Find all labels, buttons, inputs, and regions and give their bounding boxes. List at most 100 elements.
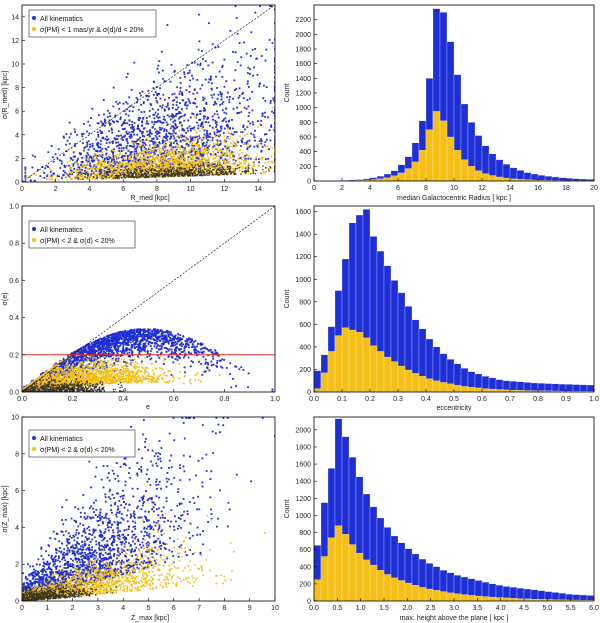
scatter-point-dense bbox=[87, 175, 89, 177]
scatter-point-subset bbox=[207, 158, 209, 161]
scatter-point-dense bbox=[136, 167, 138, 169]
scatter-point-dense bbox=[153, 173, 155, 176]
scatter-point-subset bbox=[206, 171, 209, 174]
scatter-point-all bbox=[258, 85, 261, 88]
scatter-point-subset bbox=[247, 173, 250, 175]
scatter-point-all bbox=[199, 62, 202, 65]
scatter-point-dense bbox=[168, 175, 171, 177]
scatter-point-all bbox=[109, 122, 112, 125]
scatter-point-subset bbox=[103, 171, 106, 174]
y-tick-label: 0 bbox=[307, 179, 311, 186]
scatter-point-subset bbox=[165, 165, 168, 168]
scatter-point-subset bbox=[213, 128, 215, 130]
scatter-point-subset bbox=[144, 165, 147, 167]
scatter-point-subset bbox=[121, 158, 123, 160]
scatter-point-subset bbox=[158, 161, 161, 163]
scatter-point-all bbox=[71, 173, 73, 175]
scatter-point-subset bbox=[151, 151, 153, 153]
histogram-bar bbox=[397, 172, 406, 182]
scatter-point-all bbox=[96, 122, 99, 125]
scatter-point-all bbox=[167, 349, 170, 352]
scatter-point-subset bbox=[222, 171, 225, 174]
scatter-point-subset bbox=[140, 156, 142, 159]
scatter-point-all bbox=[77, 177, 80, 179]
scatter-point-dense bbox=[220, 168, 222, 171]
scatter-point-all bbox=[213, 113, 216, 116]
scatter-point-dense bbox=[84, 172, 86, 175]
scatter-point-subset bbox=[163, 161, 166, 164]
scatter-point-subset bbox=[190, 165, 193, 168]
scatter-point-subset bbox=[175, 146, 178, 149]
scatter-point-all bbox=[187, 119, 190, 122]
scatter-point-all bbox=[184, 102, 187, 104]
scatter-point-all bbox=[170, 135, 172, 138]
scatter-point-subset bbox=[124, 162, 127, 165]
scatter-point-subset bbox=[155, 141, 158, 144]
scatter-point-all bbox=[161, 139, 164, 142]
scatter-point-subset bbox=[218, 159, 221, 161]
scatter-point-all bbox=[219, 142, 222, 145]
scatter-point-subset bbox=[140, 142, 143, 144]
scatter-point-all bbox=[146, 159, 149, 162]
scatter-point-subset bbox=[182, 163, 184, 165]
scatter-point-subset bbox=[142, 176, 144, 178]
scatter-point-all bbox=[229, 95, 231, 98]
scatter-point-all bbox=[170, 352, 173, 355]
scatter-point-all bbox=[158, 71, 160, 74]
scatter-point-all bbox=[117, 120, 119, 123]
scatter-point-subset bbox=[97, 171, 99, 174]
scatter-point-dense bbox=[142, 175, 145, 177]
scatter-point-subset bbox=[167, 152, 169, 155]
scatter-point-subset bbox=[252, 161, 254, 163]
scatter-point-all bbox=[111, 129, 113, 131]
scatter-point-subset bbox=[148, 161, 151, 164]
legend-label-subset: σ(PM) < 1 mas/yr & σ(d)/d < 20% bbox=[40, 27, 144, 34]
scatter-point-all bbox=[249, 72, 251, 75]
scatter-point-dense bbox=[260, 172, 262, 175]
scatter-point-all bbox=[205, 103, 208, 105]
scatter-point-dense bbox=[77, 173, 80, 176]
scatter-point-all bbox=[125, 76, 128, 79]
scatter-point-all bbox=[249, 68, 252, 71]
scatter-point-all bbox=[61, 177, 63, 180]
scatter-point-all bbox=[107, 172, 110, 175]
scatter-point-all bbox=[141, 90, 144, 93]
scatter-point-all bbox=[191, 127, 194, 130]
scatter-point-dense bbox=[170, 171, 172, 173]
scatter-point-dense bbox=[215, 172, 218, 174]
scatter-point-subset bbox=[51, 176, 53, 178]
scatter-point-subset bbox=[172, 161, 174, 164]
scatter-point-subset bbox=[156, 148, 159, 150]
scatter-point-subset bbox=[131, 165, 134, 168]
scatter-point-all bbox=[160, 128, 162, 131]
scatter-point-dense bbox=[162, 165, 165, 167]
scatter-point-dense bbox=[108, 171, 111, 173]
scatter-point-all bbox=[263, 133, 266, 136]
scatter-point-subset bbox=[57, 179, 60, 181]
scatter-point-subset bbox=[226, 152, 228, 154]
scatter-point-all bbox=[181, 153, 184, 156]
scatter-point-all bbox=[203, 115, 205, 118]
scatter-point-all bbox=[146, 156, 149, 159]
scatter-point-all bbox=[168, 339, 171, 342]
scatter-point-all bbox=[203, 129, 206, 132]
scatter-point-all bbox=[205, 121, 207, 123]
scatter-point-subset bbox=[232, 168, 235, 170]
scatter-point-subset bbox=[216, 148, 218, 150]
scatter-point-all bbox=[133, 150, 136, 153]
scatter-point-all bbox=[148, 167, 151, 170]
scatter-point-dense bbox=[209, 170, 211, 172]
scatter-point-subset bbox=[119, 162, 122, 165]
scatter-point-all bbox=[181, 128, 184, 130]
scatter-point-subset bbox=[166, 170, 168, 173]
scatter-point-all bbox=[76, 159, 79, 162]
scatter-point-subset bbox=[179, 161, 182, 163]
scatter-point-dense bbox=[77, 178, 79, 181]
scatter-point-all bbox=[157, 131, 160, 134]
scatter-point-all bbox=[274, 159, 275, 162]
scatter-point-all bbox=[274, 109, 275, 112]
scatter-point-all bbox=[43, 172, 46, 174]
scatter-point-all bbox=[201, 164, 203, 167]
scatter-point-subset bbox=[76, 164, 79, 167]
scatter-point-dense bbox=[170, 169, 173, 171]
